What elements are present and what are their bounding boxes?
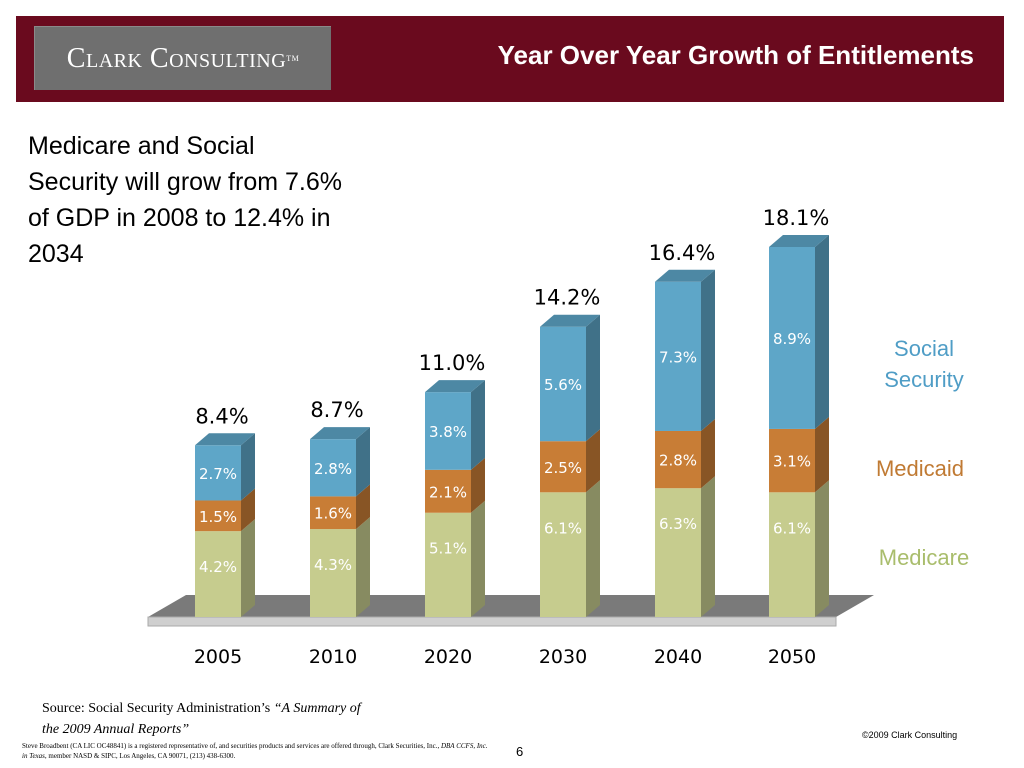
bar-social-security-2010 xyxy=(310,439,356,497)
bar-medicare-2030 xyxy=(540,492,586,617)
value-label-medicare-2010: 4.3% xyxy=(314,556,352,574)
bar-top-2005 xyxy=(195,433,255,446)
disclaimer-part-2: DBA CCFS, Inc. in Texas xyxy=(22,742,488,760)
value-label-medicaid-2030: 2.5% xyxy=(544,459,582,477)
x-tick-label-2020: 2020 xyxy=(424,646,472,668)
bar-side-social-security-2020 xyxy=(471,380,485,470)
bar-social-security-2050 xyxy=(769,247,815,429)
total-label-2005: 8.4% xyxy=(195,404,248,428)
value-label-social-security-2020: 3.8% xyxy=(429,423,467,441)
bar-medicare-2010 xyxy=(310,529,356,617)
bar-side-medicaid-2050 xyxy=(815,416,829,493)
value-label-social-security-2010: 2.8% xyxy=(314,460,352,478)
bar-side-social-security-2005 xyxy=(241,433,255,501)
bar-top-2040 xyxy=(655,269,715,282)
bar-side-medicare-2050 xyxy=(815,480,829,617)
page-number: 6 xyxy=(516,744,524,759)
x-tick-label-2050: 2050 xyxy=(768,646,816,668)
value-label-social-security-2030: 5.6% xyxy=(544,376,582,394)
total-label-2040: 16.4% xyxy=(649,241,716,265)
company-logo: Clark Consulting TM xyxy=(34,26,331,90)
source-prefix: Source: Social Security Administration’s xyxy=(42,701,274,716)
value-label-medicaid-2050: 3.1% xyxy=(773,453,811,471)
bar-medicaid-2010 xyxy=(310,496,356,530)
source-report-title: “A Summary of the 2009 Annual Reports” xyxy=(42,701,361,737)
bar-top-2010 xyxy=(310,427,370,440)
value-label-social-security-2050: 8.9% xyxy=(773,330,811,348)
value-label-social-security-2040: 7.3% xyxy=(659,348,697,366)
value-label-medicare-2030: 6.1% xyxy=(544,519,582,537)
value-label-social-security-2005: 2.7% xyxy=(199,465,237,483)
bar-medicare-2040 xyxy=(655,488,701,617)
bar-medicaid-2020 xyxy=(425,469,471,513)
total-label-2020: 11.0% xyxy=(419,351,486,375)
bar-medicare-2005 xyxy=(195,531,241,617)
logo-trademark: TM xyxy=(286,54,300,63)
x-tick-label-2040: 2040 xyxy=(654,646,702,668)
bar-top-2050 xyxy=(769,235,829,247)
slide-subtitle: Medicare and Social Security will grow f… xyxy=(28,132,342,268)
source-citation: Source: Social Security Administration’s… xyxy=(42,698,362,740)
bar-side-medicare-2020 xyxy=(471,500,485,617)
bar-side-social-security-2010 xyxy=(356,427,370,497)
value-label-medicare-2040: 6.3% xyxy=(659,515,697,533)
bar-social-security-2020 xyxy=(425,392,471,470)
chart-floor-edge xyxy=(147,616,837,627)
bar-top-2020 xyxy=(425,380,485,393)
bar-side-medicaid-2010 xyxy=(356,484,370,530)
bar-side-social-security-2030 xyxy=(586,314,600,442)
bar-medicaid-2040 xyxy=(655,430,701,489)
bar-medicaid-2030 xyxy=(540,441,586,493)
legal-disclaimer: Steve Broadbent (CA LIC OC48841) is a re… xyxy=(22,741,492,761)
bar-top-2030 xyxy=(540,314,600,327)
bar-side-medicaid-2030 xyxy=(586,429,600,493)
value-label-medicare-2020: 5.1% xyxy=(429,540,467,558)
bar-side-medicaid-2020 xyxy=(471,457,485,513)
total-label-2010: 8.7% xyxy=(310,398,363,422)
bar-medicare-2050 xyxy=(769,492,815,617)
value-label-medicaid-2005: 1.5% xyxy=(199,508,237,526)
legend-social-security: Social Security xyxy=(884,336,963,392)
x-tick-label-2030: 2030 xyxy=(539,646,587,668)
bar-side-social-security-2050 xyxy=(815,235,829,429)
value-label-medicaid-2040: 2.8% xyxy=(659,452,697,470)
bar-side-medicare-2030 xyxy=(586,480,600,617)
value-label-medicaid-2020: 2.1% xyxy=(429,483,467,501)
bar-side-medicare-2040 xyxy=(701,476,715,617)
x-tick-label-2010: 2010 xyxy=(309,646,357,668)
disclaimer-part-3: , member NASD & SIPC, Los Angeles, CA 90… xyxy=(44,752,236,760)
value-label-medicaid-2010: 1.6% xyxy=(314,505,352,523)
bar-medicaid-2050 xyxy=(769,428,815,493)
total-label-2030: 14.2% xyxy=(534,286,601,310)
bar-medicaid-2005 xyxy=(195,500,241,532)
logo-text: Clark Consulting xyxy=(66,42,287,74)
chart-floor xyxy=(148,595,874,617)
legend-medicaid: Medicaid xyxy=(876,456,964,481)
bar-medicare-2020 xyxy=(425,512,471,617)
bar-social-security-2005 xyxy=(195,445,241,501)
bar-side-social-security-2040 xyxy=(701,269,715,431)
bar-social-security-2030 xyxy=(540,326,586,442)
disclaimer-part-1: Steve Broadbent (CA LIC OC48841) is a re… xyxy=(22,742,441,750)
bar-side-medicaid-2040 xyxy=(701,418,715,489)
copyright-notice: ©2009 Clark Consulting xyxy=(862,730,958,740)
value-label-medicare-2050: 6.1% xyxy=(773,519,811,537)
legend-medicare: Medicare xyxy=(879,545,969,570)
total-label-2050: 18.1% xyxy=(763,206,830,230)
bar-social-security-2040 xyxy=(655,281,701,431)
value-label-medicare-2005: 4.2% xyxy=(199,558,237,576)
x-tick-label-2005: 2005 xyxy=(194,646,242,668)
bar-side-medicare-2005 xyxy=(241,519,255,617)
bar-side-medicaid-2005 xyxy=(241,488,255,532)
bar-side-medicare-2010 xyxy=(356,517,370,617)
slide-title: Year Over Year Growth of Entitlements xyxy=(497,40,974,70)
header-banner: Clark Consulting TM Year Over Year Growth… xyxy=(16,16,1004,102)
